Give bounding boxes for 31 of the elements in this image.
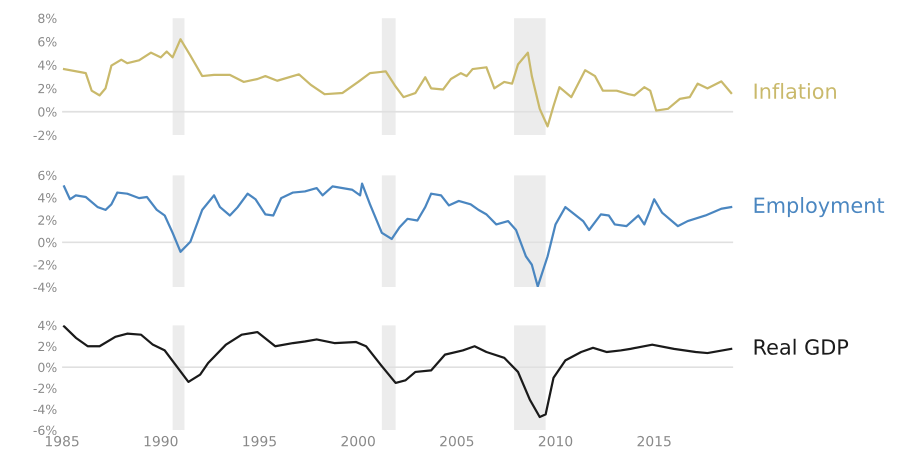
y-tick-label: -4% bbox=[33, 404, 57, 414]
y-tick-label: 0% bbox=[38, 362, 57, 372]
y-tick-label: 8% bbox=[38, 14, 57, 24]
series-label: Real GDP bbox=[754, 338, 848, 355]
y-tick-label: 6% bbox=[38, 170, 57, 180]
y-tick-label: -2% bbox=[33, 130, 57, 140]
y-tick-label: 4% bbox=[38, 320, 57, 330]
y-tick-label: 6% bbox=[38, 37, 57, 46]
x-tick-label: 1990 bbox=[144, 436, 178, 446]
y-tick-label: 0% bbox=[38, 107, 57, 117]
series-label: Inflation bbox=[754, 82, 836, 100]
y-tick-label: 4% bbox=[38, 60, 57, 70]
line-series bbox=[62, 38, 732, 128]
y-tick-label: 0% bbox=[38, 238, 57, 248]
x-tick-label: 1985 bbox=[46, 436, 79, 446]
y-tick-label: -2% bbox=[33, 260, 57, 270]
y-tick-label: 2% bbox=[38, 215, 57, 225]
line-series bbox=[62, 325, 732, 418]
x-tick-label: 2010 bbox=[538, 436, 572, 446]
y-tick-label: 2% bbox=[38, 84, 57, 94]
y-tick-label: -4% bbox=[33, 282, 57, 292]
x-tick-label: 1995 bbox=[243, 436, 276, 446]
y-tick-label: -2% bbox=[33, 384, 57, 394]
x-tick-label: 2015 bbox=[638, 436, 671, 446]
y-tick-label: -6% bbox=[33, 426, 57, 436]
line-series bbox=[62, 182, 732, 288]
x-tick-label: 2005 bbox=[440, 436, 474, 446]
x-tick-label: 2000 bbox=[341, 436, 375, 446]
y-tick-label: 2% bbox=[38, 342, 57, 352]
y-tick-label: 4% bbox=[38, 193, 57, 203]
series-label: Employment bbox=[754, 197, 884, 218]
